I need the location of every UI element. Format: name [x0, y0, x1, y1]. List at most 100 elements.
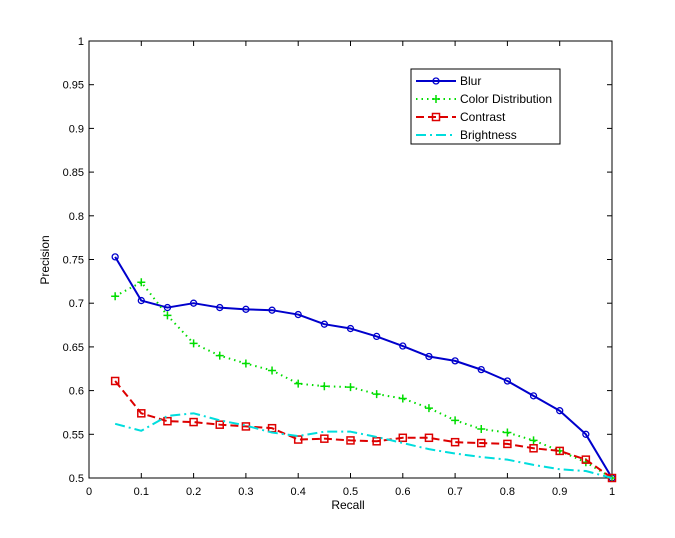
data-point-color-distribution: [346, 383, 355, 392]
series-line-color-distribution: [114, 281, 613, 479]
x-tick-label: 0: [86, 486, 92, 498]
data-point-contrast: [503, 439, 512, 449]
data-point-color-distribution: [529, 436, 538, 445]
data-point-blur: [582, 430, 590, 438]
data-point-contrast: [293, 435, 303, 444]
series-layer: [110, 253, 617, 483]
legend-items: Blur Color Distribution Contrast Brightness: [416, 74, 552, 142]
data-point-blur: [556, 407, 564, 415]
legend-item-brightness: Brightness: [416, 128, 517, 142]
x-tick-label: 0.9: [552, 486, 567, 498]
series-line-blur: [114, 256, 613, 479]
x-tick-label: 0.6: [395, 486, 410, 498]
data-point-color-distribution: [268, 366, 277, 375]
data-point-blur: [372, 332, 381, 341]
y-tick-label: 0.55: [63, 429, 84, 441]
data-point-blur: [111, 253, 119, 261]
y-tick-label: 0.7: [69, 298, 84, 310]
data-point-contrast: [189, 417, 198, 427]
data-point-contrast: [163, 416, 172, 426]
data-point-color-distribution: [503, 428, 512, 437]
data-point-contrast: [581, 455, 591, 464]
data-point-color-distribution: [215, 351, 224, 360]
x-tick-label: 0.2: [186, 486, 201, 498]
data-point-contrast: [477, 438, 486, 448]
x-tick-label: 0.5: [343, 486, 358, 498]
data-point-color-distribution: [477, 425, 486, 434]
data-point-blur: [294, 310, 302, 319]
data-point-contrast: [555, 446, 564, 456]
data-point-blur: [163, 303, 172, 312]
data-point-blur: [451, 357, 459, 365]
legend: Blur Color Distribution Contrast Brightness: [410, 68, 561, 145]
data-point-blur: [268, 306, 276, 314]
x-tick-label: 0.1: [134, 486, 149, 498]
data-point-contrast: [450, 437, 460, 447]
data-point-color-distribution: [294, 379, 303, 388]
series-blur: [111, 253, 616, 482]
data-point-blur: [320, 320, 329, 328]
data-point-contrast: [320, 434, 329, 443]
data-point-contrast: [346, 436, 355, 445]
data-point-color-distribution: [372, 390, 381, 399]
y-tick-label: 1: [78, 36, 84, 48]
data-point-blur: [216, 303, 224, 312]
data-point-color-distribution: [189, 339, 198, 348]
series-brightness: [114, 412, 613, 479]
x-tick-label: 0.8: [500, 486, 515, 498]
y-tick-label: 0.9: [69, 123, 84, 135]
series-line-contrast: [114, 380, 613, 479]
data-point-contrast: [529, 444, 538, 453]
data-point-contrast: [424, 433, 434, 443]
legend-label-contrast: Contrast: [460, 110, 506, 124]
data-point-contrast: [372, 437, 381, 446]
data-point-blur: [477, 365, 485, 374]
data-point-color-distribution: [451, 416, 460, 425]
data-point-contrast: [137, 409, 146, 418]
x-tick-label: 0.4: [291, 486, 306, 498]
data-point-blur: [425, 352, 433, 361]
data-point-color-distribution: [163, 311, 172, 320]
legend-label-color-distribution: Color Distribution: [460, 92, 552, 106]
legend-label-blur: Blur: [460, 74, 481, 88]
data-point-blur: [399, 342, 407, 350]
data-point-contrast: [398, 433, 408, 443]
y-tick-label: 0.5: [69, 473, 84, 485]
x-axis-ticks: 0 0.1 0.2 0.3 0.4 0.5 0.6 0.7 0.8 0.9 1: [86, 41, 615, 498]
data-point-color-distribution: [424, 404, 433, 413]
y-tick-label: 0.65: [63, 342, 84, 354]
y-tick-label: 0.8: [69, 211, 84, 223]
legend-label-brightness: Brightness: [460, 128, 517, 142]
data-point-contrast: [110, 376, 120, 386]
data-point-color-distribution: [398, 394, 407, 403]
x-tick-label: 1: [609, 486, 615, 498]
y-axis-title: Precision: [38, 235, 52, 284]
data-point-blur: [137, 296, 145, 305]
data-point-contrast: [215, 420, 224, 429]
y-tick-label: 0.6: [69, 386, 84, 398]
legend-marker-blur: [432, 77, 440, 85]
data-point-blur: [346, 324, 355, 333]
data-point-blur: [503, 377, 512, 385]
data-point-color-distribution: [241, 359, 250, 368]
y-tick-label: 0.75: [63, 255, 84, 267]
data-point-blur: [529, 392, 538, 400]
series-color-distribution: [111, 278, 616, 482]
legend-marker-contrast: [431, 112, 441, 122]
legend-marker-color-distribution: [432, 95, 440, 103]
series-contrast: [110, 376, 617, 483]
legend-item-color-distribution: Color Distribution: [416, 92, 552, 106]
x-axis-title: Recall: [331, 498, 364, 512]
data-point-blur: [242, 305, 250, 313]
legend-item-blur: Blur: [416, 74, 481, 88]
x-tick-label: 0.3: [238, 486, 253, 498]
data-point-color-distribution: [137, 278, 146, 287]
y-tick-label: 0.95: [63, 80, 84, 92]
legend-item-contrast: Contrast: [416, 110, 506, 124]
y-tick-label: 0.85: [63, 167, 84, 179]
series-line-brightness: [114, 412, 613, 479]
x-tick-label: 0.7: [447, 486, 462, 498]
y-axis-ticks: 0.5 0.55 0.6 0.65 0.7 0.75 0.8 0.85 0.9 0.95 1: [63, 36, 612, 485]
data-point-blur: [189, 299, 198, 307]
